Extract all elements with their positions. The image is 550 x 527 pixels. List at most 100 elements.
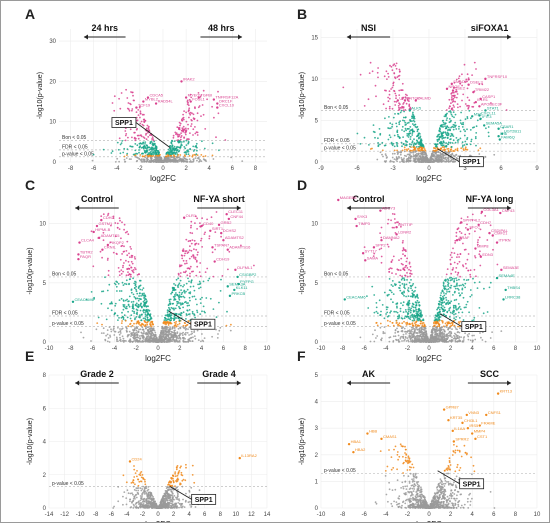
data-point — [408, 307, 410, 309]
data-point — [154, 332, 156, 334]
data-point — [143, 119, 145, 121]
data-point — [166, 152, 168, 154]
data-point — [153, 148, 155, 150]
data-point — [410, 279, 412, 281]
data-point — [390, 219, 392, 221]
data-point — [392, 64, 394, 66]
data-point — [125, 135, 127, 137]
x-tick-label: 0 — [161, 166, 165, 172]
panel-letter: C — [25, 177, 35, 193]
data-point — [138, 286, 140, 288]
data-point — [395, 273, 397, 275]
data-point — [132, 146, 134, 148]
data-point — [195, 249, 197, 251]
data-point — [121, 298, 123, 300]
data-point — [386, 309, 388, 311]
data-point — [129, 145, 131, 147]
data-point — [477, 287, 479, 289]
data-point — [169, 320, 171, 322]
data-point — [174, 153, 176, 155]
data-point — [141, 121, 143, 123]
data-point — [395, 339, 397, 341]
data-point — [462, 122, 464, 124]
data-point — [471, 74, 473, 76]
data-point — [387, 244, 389, 246]
data-point — [138, 295, 140, 297]
data-point — [126, 268, 128, 270]
data-point — [159, 334, 161, 336]
data-point — [189, 148, 191, 150]
data-point — [149, 310, 151, 312]
data-point — [200, 298, 202, 300]
data-point — [410, 296, 412, 298]
data-point — [230, 324, 232, 326]
data-point — [168, 316, 170, 318]
data-point — [172, 327, 174, 329]
data-point — [389, 312, 391, 314]
data-point — [404, 151, 406, 153]
data-point — [387, 307, 389, 309]
data-point — [415, 160, 417, 162]
data-point — [458, 126, 460, 128]
data-point — [446, 119, 448, 121]
data-point — [430, 156, 432, 158]
data-point — [139, 117, 141, 119]
data-point — [415, 126, 417, 128]
data-point — [408, 269, 410, 271]
data-point — [196, 228, 198, 230]
data-point — [148, 326, 150, 328]
data-point — [420, 146, 422, 148]
data-point — [385, 155, 387, 157]
data-point — [464, 287, 466, 289]
gene-label: CDH19 — [216, 257, 230, 262]
data-point — [396, 156, 398, 158]
data-point — [454, 101, 456, 103]
data-point — [474, 62, 476, 64]
data-point — [199, 262, 201, 264]
data-point — [137, 340, 139, 342]
data-point — [127, 108, 129, 110]
data-point — [143, 332, 145, 334]
data-point — [396, 76, 398, 78]
data-point — [177, 324, 179, 326]
data-point — [203, 311, 205, 313]
data-point — [453, 317, 455, 319]
data-point — [205, 155, 207, 157]
data-point — [142, 340, 144, 342]
data-point — [130, 248, 132, 250]
data-point — [230, 157, 232, 159]
data-point — [111, 309, 113, 311]
data-point — [196, 131, 198, 133]
y-tick-label: 5 — [43, 281, 47, 287]
data-point — [203, 306, 205, 308]
gene-label: DSE2 — [455, 86, 466, 91]
data-point — [131, 108, 133, 110]
data-point — [120, 245, 122, 247]
data-point — [447, 143, 449, 145]
data-point — [386, 78, 388, 80]
data-point — [394, 158, 396, 160]
data-point — [409, 151, 411, 153]
data-point — [103, 239, 105, 241]
data-point — [193, 286, 195, 288]
data-point — [195, 153, 197, 155]
data-point — [184, 154, 186, 156]
data-point — [203, 90, 205, 92]
data-point — [189, 268, 191, 270]
data-point — [421, 145, 423, 147]
data-point — [145, 313, 147, 315]
x-tick-label: 6 — [222, 346, 226, 352]
data-point — [492, 249, 494, 251]
data-point — [400, 154, 402, 156]
data-point — [187, 128, 189, 130]
data-point — [177, 134, 179, 136]
threshold-label: Bon < 0.05 — [324, 271, 349, 277]
data-point — [124, 156, 126, 158]
data-point — [170, 151, 172, 153]
gene-label: GSTM1 — [98, 221, 113, 226]
data-point — [158, 341, 160, 343]
data-point — [401, 322, 403, 324]
data-point — [119, 274, 121, 276]
data-point — [451, 146, 453, 148]
data-point — [184, 297, 186, 299]
